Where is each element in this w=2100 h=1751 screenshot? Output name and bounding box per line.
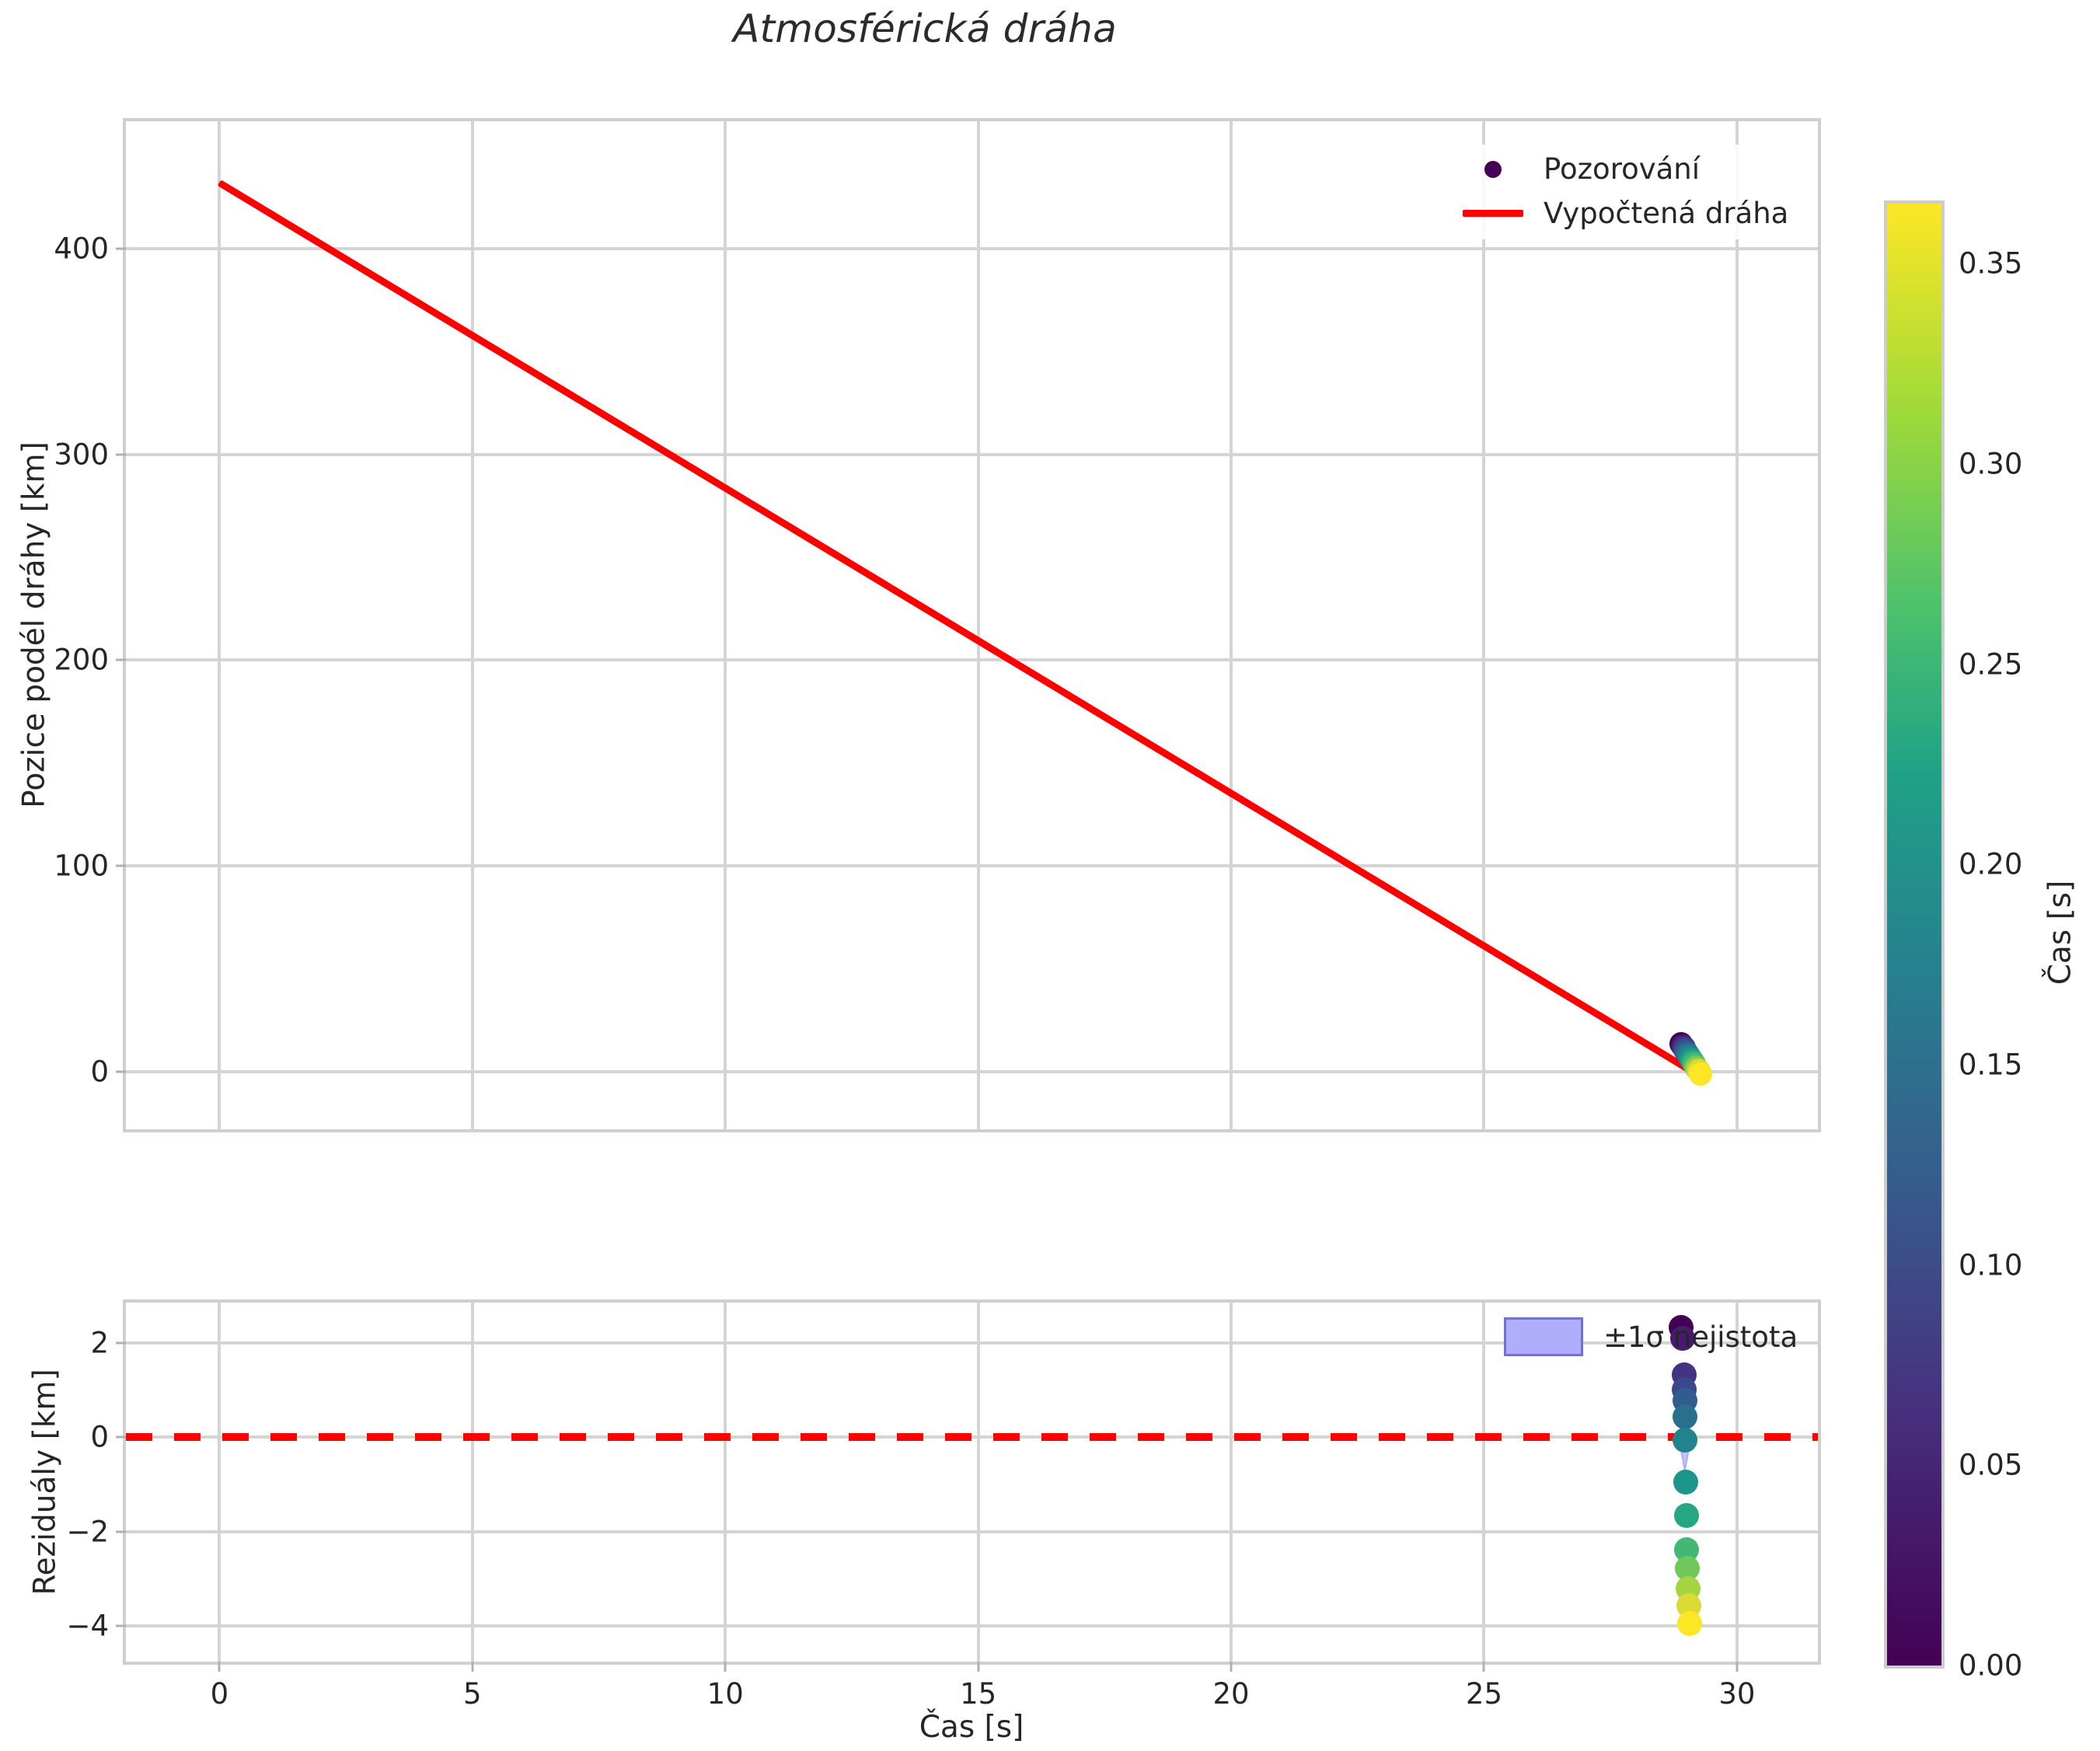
- legend-label-sigma: ±1σ nejistota: [1603, 1320, 1798, 1354]
- colorbar-tick-label: 0.20: [1959, 847, 2023, 881]
- colorbar-tick-label: 0.05: [1959, 1448, 2023, 1482]
- gridline-horizontal: [126, 1530, 1818, 1533]
- x-tick-label: 30: [1718, 1677, 1756, 1711]
- y-tick-label: 0: [90, 1420, 109, 1454]
- legend-entry-sigma: ±1σ nejistota: [1504, 1317, 1798, 1356]
- y-tick-mark: [116, 1435, 126, 1439]
- residual-plot-axes: 0 5 10 15 20 25 30 2 0 −2 −4: [66, 1299, 1821, 1711]
- scatter-marker-icon: [1484, 160, 1502, 178]
- gridline-vertical: [1230, 1303, 1233, 1662]
- data-point: [1673, 1470, 1699, 1495]
- y-tick-label: −2: [66, 1515, 109, 1549]
- data-point: [1673, 1427, 1698, 1453]
- y-tick-mark: [116, 1341, 126, 1345]
- x-tick-label: 25: [1465, 1677, 1502, 1711]
- residual-plot-legend: ±1σ nejistota: [1504, 1317, 1798, 1356]
- y-tick-label: −4: [66, 1609, 109, 1643]
- x-tick-label: 15: [960, 1677, 997, 1711]
- legend-entry-observations: Pozorování: [1463, 152, 1788, 186]
- y-tick-mark: [116, 1070, 126, 1073]
- band-swatch-icon: [1504, 1317, 1583, 1356]
- time-axis-label: Čas [s]: [919, 1710, 1024, 1745]
- y-tick-mark: [116, 1530, 126, 1533]
- x-tick-mark: [218, 1662, 221, 1672]
- gridline-horizontal: [126, 864, 1818, 868]
- y-tick-mark: [116, 247, 126, 250]
- gridline-horizontal: [126, 1624, 1818, 1628]
- data-point: [1677, 1610, 1703, 1636]
- colorbar-tick-label: 0.10: [1959, 1248, 2023, 1282]
- y-tick-mark: [116, 864, 126, 867]
- y-tick-mark: [116, 1624, 126, 1627]
- data-point: [1689, 1062, 1712, 1086]
- colorbar-tick-label: 0.30: [1959, 447, 2023, 481]
- data-point: [1673, 1503, 1699, 1529]
- gridline-horizontal: [126, 247, 1818, 251]
- gridline-horizontal: [126, 1341, 1818, 1345]
- legend-label-observations: Pozorování: [1544, 152, 1701, 186]
- gridline-vertical: [1482, 1303, 1486, 1662]
- data-point: [1670, 1325, 1696, 1351]
- gridline-vertical: [724, 121, 727, 1129]
- y-tick-mark: [116, 658, 126, 661]
- gridline-vertical: [218, 121, 222, 1129]
- colorbar-tick-label: 0.35: [1959, 246, 2023, 281]
- x-tick-mark: [977, 1662, 980, 1672]
- residual-axis-label: Reziduály [km]: [27, 1369, 63, 1596]
- gridline-horizontal: [126, 658, 1818, 662]
- legend-entry-fitted: Vypočtená dráha: [1463, 197, 1788, 230]
- x-tick-mark: [1735, 1662, 1739, 1672]
- residual-plot-data: [126, 1303, 1818, 1662]
- gridline-vertical: [976, 1303, 980, 1662]
- legend-label-fitted: Vypočtená dráha: [1544, 197, 1789, 230]
- y-tick-label: 400: [54, 232, 109, 266]
- colorbar-tick-label: 0.25: [1959, 647, 2023, 682]
- gridline-vertical: [470, 121, 474, 1129]
- x-tick-label: 5: [463, 1677, 482, 1711]
- y-tick-label: 100: [54, 849, 109, 883]
- position-plot-legend: Pozorování Vypočtená dráha: [1452, 145, 1803, 239]
- fitted-trajectory-line: [218, 180, 1701, 1080]
- x-tick-mark: [1482, 1662, 1485, 1672]
- line-swatch-icon: [1463, 210, 1523, 217]
- colorbar-label: Čas [s]: [2042, 880, 2078, 985]
- y-tick-mark: [116, 453, 126, 456]
- gridline-horizontal: [126, 452, 1818, 456]
- x-tick-label: 10: [706, 1677, 744, 1711]
- colorbar-tick-label: 0.00: [1959, 1648, 2023, 1683]
- gridline-vertical: [724, 1303, 727, 1662]
- x-tick-label: 0: [210, 1677, 229, 1711]
- gridline-vertical: [1735, 121, 1739, 1129]
- gridline-vertical: [1735, 1303, 1739, 1662]
- position-axis-label: Pozice podél dráhy [km]: [16, 441, 52, 808]
- colorbar: 0.35 0.30 0.25 0.20 0.15 0.10 0.05 0.00: [1884, 201, 2022, 1683]
- x-tick-label: 20: [1212, 1677, 1250, 1711]
- position-plot-gridlines: [126, 121, 1818, 1129]
- page-title: Atmosférická dráha: [733, 6, 1117, 51]
- position-plot-axes: 400 300 200 100 0: [54, 118, 1821, 1132]
- x-tick-mark: [471, 1662, 474, 1672]
- x-tick-mark: [724, 1662, 727, 1672]
- position-plot-data: [126, 121, 1818, 1129]
- gridline-vertical: [1482, 121, 1486, 1129]
- y-tick-label: 300: [54, 438, 109, 472]
- gridline-vertical: [976, 121, 980, 1129]
- colorbar-tick-label: 0.15: [1959, 1048, 2023, 1082]
- y-tick-label: 0: [90, 1055, 109, 1089]
- gridline-vertical: [470, 1303, 474, 1662]
- x-tick-mark: [1230, 1662, 1233, 1672]
- gridline-vertical: [1230, 121, 1233, 1129]
- y-tick-label: 200: [54, 643, 109, 677]
- y-tick-label: 2: [90, 1326, 109, 1360]
- zero-reference-line: [126, 1433, 1818, 1442]
- data-point: [1672, 1404, 1697, 1429]
- gridline-vertical: [218, 1303, 222, 1662]
- gridline-horizontal: [126, 1069, 1818, 1073]
